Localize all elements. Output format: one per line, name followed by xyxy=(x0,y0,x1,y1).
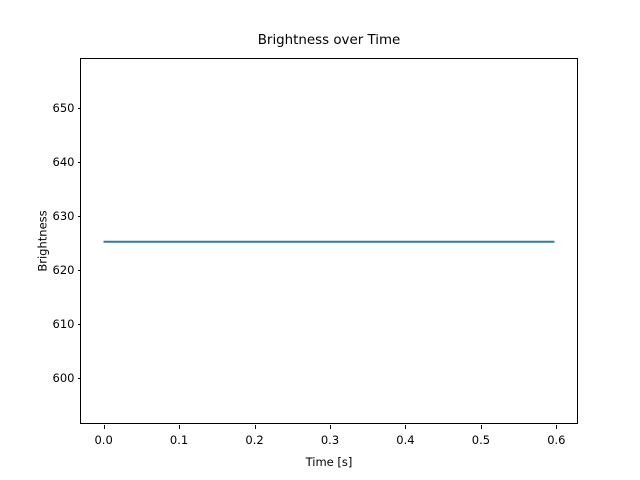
y-tick-mark xyxy=(77,107,81,109)
chart-title: Brightness over Time xyxy=(257,33,401,48)
y-tick-label: 640 xyxy=(52,154,75,169)
y-tick-mark xyxy=(77,269,81,271)
y-tick-label: 600 xyxy=(52,370,75,385)
x-tick-label: 0.4 xyxy=(396,433,415,447)
data-line-layer xyxy=(103,240,555,243)
y-tick-label: 650 xyxy=(52,100,75,115)
y-tick-label: 630 xyxy=(52,208,75,223)
y-tick-mark xyxy=(77,377,81,379)
x-tick-mark xyxy=(254,425,256,429)
y-axis-label: Brightness xyxy=(35,210,50,272)
x-tick-mark xyxy=(103,425,105,429)
x-tick-mark xyxy=(480,425,482,429)
y-tick-mark xyxy=(77,323,81,325)
x-tick-label: 0.5 xyxy=(471,433,491,447)
y-tick-mark xyxy=(77,161,81,163)
x-tick-label: 0.0 xyxy=(94,433,113,447)
x-tick-mark xyxy=(405,425,407,429)
x-tick-label: 0.6 xyxy=(547,433,566,447)
y-tick-label: 610 xyxy=(52,316,75,331)
plot-axes-area: 600 610 620 630 640 650 0.0 0.1 0.2 0.3 0.4 0.5 0.6 xyxy=(53,58,578,447)
x-tick-label: 0.2 xyxy=(245,433,264,447)
y-tick-mark xyxy=(77,215,81,217)
x-axis-label: Time [s] xyxy=(305,455,353,469)
x-tick-mark xyxy=(556,425,558,429)
x-tick-label: 0.1 xyxy=(169,433,189,447)
x-tick-label: 0.3 xyxy=(320,433,340,447)
y-tick-label: 620 xyxy=(52,262,75,277)
x-tick-mark xyxy=(330,425,331,429)
x-tick-mark xyxy=(179,425,181,429)
